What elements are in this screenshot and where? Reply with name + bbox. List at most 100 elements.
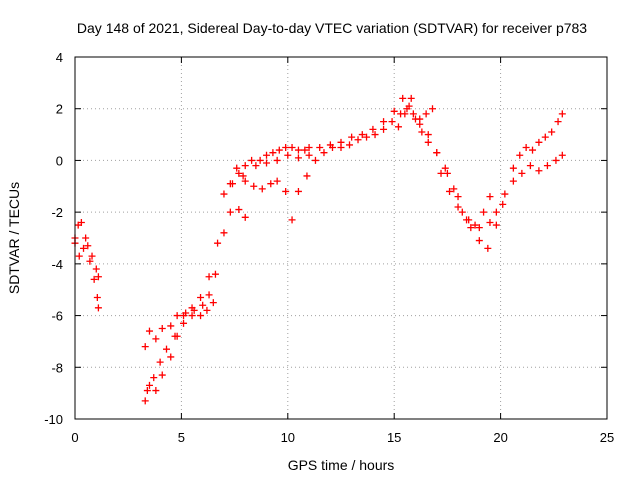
data-point (509, 177, 517, 185)
data-point (526, 162, 534, 170)
x-axis-label: GPS time / hours (288, 457, 395, 473)
data-point (145, 327, 153, 335)
data-point (358, 131, 366, 139)
data-point (424, 138, 432, 146)
data-point (84, 242, 92, 250)
data-point (354, 136, 362, 144)
data-point (269, 149, 277, 157)
data-point (316, 144, 324, 151)
data-point (480, 208, 488, 216)
data-point (241, 162, 249, 170)
data-point (190, 306, 198, 314)
data-point (152, 387, 160, 395)
x-tick-label: 25 (600, 430, 614, 445)
data-point (437, 169, 445, 177)
data-point (167, 322, 175, 330)
data-point (380, 125, 388, 133)
data-points (71, 94, 566, 405)
data-point (346, 141, 354, 149)
data-point (282, 187, 290, 195)
y-tick-label: -4 (51, 257, 63, 272)
data-point (294, 146, 302, 154)
series-track-7 (228, 94, 507, 232)
data-point (518, 169, 526, 177)
data-point (248, 156, 256, 164)
data-point (263, 151, 271, 159)
data-point (441, 164, 449, 172)
data-point (94, 273, 102, 281)
data-point (197, 312, 205, 320)
data-point (552, 156, 560, 164)
data-point (150, 374, 158, 382)
data-point (256, 156, 264, 164)
data-point (371, 131, 379, 139)
data-point (92, 265, 100, 273)
data-point (467, 224, 475, 232)
data-point (305, 144, 313, 151)
data-point (288, 144, 296, 151)
data-point (90, 275, 98, 283)
data-point (241, 177, 249, 185)
data-point (484, 244, 492, 252)
data-point (199, 301, 207, 309)
data-point (416, 120, 424, 128)
data-point (450, 185, 458, 193)
data-point (235, 169, 243, 177)
data-point (188, 312, 196, 320)
data-point (145, 381, 153, 389)
data-point (475, 224, 483, 232)
data-point (228, 180, 236, 188)
data-point (320, 149, 328, 157)
data-point (93, 293, 101, 301)
data-point (209, 299, 217, 307)
data-point (516, 151, 524, 159)
data-point (443, 169, 451, 177)
data-point (273, 177, 281, 185)
series-track-6 (233, 105, 437, 224)
data-point (152, 335, 160, 343)
y-axis-label: SDTVAR / TECUs (6, 182, 22, 294)
data-point (282, 144, 290, 151)
series-track-1 (71, 218, 102, 312)
data-point (211, 270, 219, 278)
y-tick-label: 0 (56, 153, 63, 168)
data-point (348, 133, 356, 141)
data-point (548, 128, 556, 136)
data-point (535, 138, 543, 146)
data-point (163, 345, 171, 353)
chart-title: Day 148 of 2021, Sidereal Day-to-day VTE… (77, 20, 587, 36)
data-point (141, 343, 149, 351)
series-track-9 (437, 169, 494, 229)
data-point (294, 154, 302, 162)
data-point (171, 332, 179, 340)
y-tick-label: -2 (51, 205, 63, 220)
data-point (273, 156, 281, 164)
data-point (86, 257, 94, 265)
data-point (422, 110, 430, 118)
data-point (88, 252, 96, 260)
x-tick-label: 15 (387, 430, 401, 445)
series-track-4 (141, 206, 249, 351)
data-point (454, 193, 462, 201)
data-point (424, 131, 432, 139)
data-point (220, 190, 228, 198)
data-point (82, 234, 90, 242)
data-point (492, 221, 500, 229)
data-point (220, 229, 228, 237)
data-point (535, 167, 543, 175)
data-point (263, 159, 271, 167)
data-point (401, 110, 409, 118)
data-point (394, 123, 402, 131)
x-tick-label: 20 (493, 430, 507, 445)
data-point (203, 306, 211, 314)
series-track-2 (71, 239, 102, 281)
data-point (252, 162, 260, 170)
data-point (226, 208, 234, 216)
data-point (554, 118, 562, 126)
data-point (407, 94, 415, 102)
data-point (156, 358, 164, 366)
data-point (446, 187, 454, 195)
data-point (143, 387, 151, 395)
data-point (541, 133, 549, 141)
